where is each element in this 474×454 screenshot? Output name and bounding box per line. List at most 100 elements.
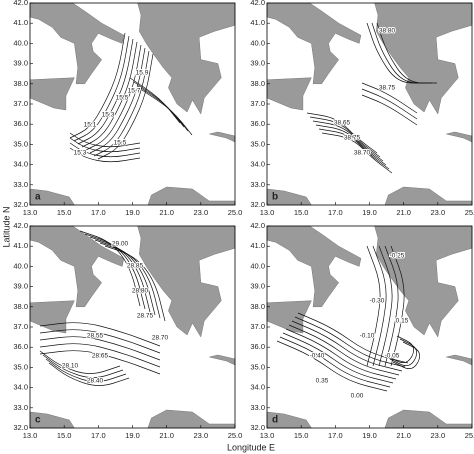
y-tick-label: 34.0: [13, 160, 28, 169]
contour-label: 28.75: [137, 313, 154, 320]
x-tick-label: 25.0: [228, 208, 243, 217]
y-tick-label: 35.0: [13, 362, 28, 371]
x-tick-label: 13.0: [23, 431, 38, 440]
contour-label: 28.10: [62, 363, 79, 370]
contour-line: [42, 354, 124, 378]
contour-line: [282, 332, 394, 384]
x-tick-label: 23.0: [431, 431, 446, 440]
x-tick-label: 23.0: [194, 208, 209, 217]
contour-line: [291, 320, 403, 372]
y-tick-label: 40.0: [250, 38, 265, 47]
contour-line: [39, 350, 121, 374]
contour-line: [276, 340, 388, 392]
contour-line: [366, 22, 427, 84]
contour-label: 38.75: [379, 85, 396, 92]
map-panel: 38.80 38.75 38.65 38.75 38.70 b 13.0 15.0 17.0 19…: [250, 0, 474, 217]
y-tick-label: 32.0: [13, 423, 28, 432]
x-tick-label: 25.0: [465, 208, 474, 217]
contour-label: 0.00: [351, 393, 364, 400]
x-tick-label: 15.0: [294, 431, 309, 440]
y-tick-label: 41.0: [250, 241, 265, 250]
contour-line: [89, 47, 146, 154]
contour-label: -0.25: [390, 253, 405, 260]
x-tick-label: 25.0: [228, 431, 243, 440]
x-tick-label: 13.0: [23, 208, 38, 217]
contour-label: 28.80: [132, 288, 149, 295]
y-tick-label: 36.0: [13, 119, 28, 128]
contour-line: [85, 44, 142, 151]
x-tick-label: 19.0: [125, 431, 140, 440]
y-tick-label: 35.0: [250, 362, 265, 371]
y-tick-label: 38.0: [13, 79, 28, 88]
x-tick-label: 19.0: [362, 431, 377, 440]
contour-line: [312, 120, 384, 162]
contour-line: [386, 335, 414, 363]
y-tick-label: 40.0: [250, 261, 265, 270]
y-tick-label: 42.0: [13, 221, 28, 230]
y-tick-label: 42.0: [13, 0, 28, 7]
contour-line: [48, 362, 130, 386]
contour-line: [39, 350, 161, 375]
x-tick-label: 13.0: [260, 431, 275, 440]
x-tick-label: 17.0: [91, 431, 106, 440]
contour-line: [361, 88, 418, 120]
x-tick-label: 21.0: [396, 431, 411, 440]
y-tick-label: 32.0: [250, 200, 265, 209]
contour-line: [318, 128, 390, 170]
contour-label: 28.40: [87, 378, 104, 385]
y-tick-label: 38.0: [250, 302, 265, 311]
contour-line: [73, 35, 130, 142]
y-tick-label: 33.0: [13, 403, 28, 412]
contour-line: [371, 22, 432, 84]
contour-line: [39, 343, 161, 368]
y-tick-label: 33.0: [13, 180, 28, 189]
contour-line: [104, 245, 166, 322]
x-tick-label: 15.0: [294, 208, 309, 217]
contour-line: [297, 312, 409, 364]
contour-label: 15.5: [114, 140, 127, 147]
contour-line: [321, 132, 393, 174]
contour-line: [392, 341, 420, 369]
contour-line: [45, 358, 127, 382]
contour-line: [39, 336, 161, 361]
y-tick-label: 34.0: [250, 160, 265, 169]
y-tick-label: 37.0: [250, 99, 265, 108]
y-tick-label: 41.0: [13, 18, 28, 27]
contour-line: [69, 137, 141, 153]
y-tick-label: 32.0: [250, 423, 265, 432]
contour-line: [376, 22, 437, 84]
contour-line: [361, 94, 418, 126]
map-panel: 29.00 28.85 28.80 28.75 28.70 28.55 28.65 28.10…: [13, 221, 242, 440]
y-tick-label: 39.0: [13, 282, 28, 291]
contour-label: 38.65: [334, 120, 351, 127]
contour-line: [390, 245, 405, 367]
y-tick-label: 42.0: [250, 221, 265, 230]
x-tick-label: 19.0: [362, 208, 377, 217]
contour-label: 15.7: [128, 88, 141, 95]
y-tick-label: 38.0: [13, 302, 28, 311]
x-tick-label: 21.0: [396, 208, 411, 217]
x-tick-label: 19.0: [125, 208, 140, 217]
contour-line: [361, 82, 418, 114]
panel-label: a: [35, 192, 41, 203]
y-tick-label: 34.0: [13, 383, 28, 392]
y-tick-label: 36.0: [250, 342, 265, 351]
contour-line: [378, 245, 393, 367]
panel-label: c: [35, 415, 41, 426]
contour-label: -0.30: [370, 298, 385, 305]
y-tick-label: 32.0: [13, 200, 28, 209]
contour-line: [309, 116, 381, 158]
y-tick-label: 36.0: [250, 119, 265, 128]
contour-line: [306, 112, 378, 154]
contour-label: 15.5: [116, 95, 129, 102]
contour-line: [69, 32, 126, 139]
y-tick-label: 36.0: [13, 342, 28, 351]
contour-label: 15.9: [136, 70, 149, 77]
contour-line: [372, 245, 387, 367]
contour-line: [384, 245, 399, 367]
x-tick-label: 25.0: [465, 431, 474, 440]
y-tick-label: 40.0: [13, 38, 28, 47]
contour-line: [294, 316, 406, 368]
panel-label: b: [272, 192, 278, 203]
